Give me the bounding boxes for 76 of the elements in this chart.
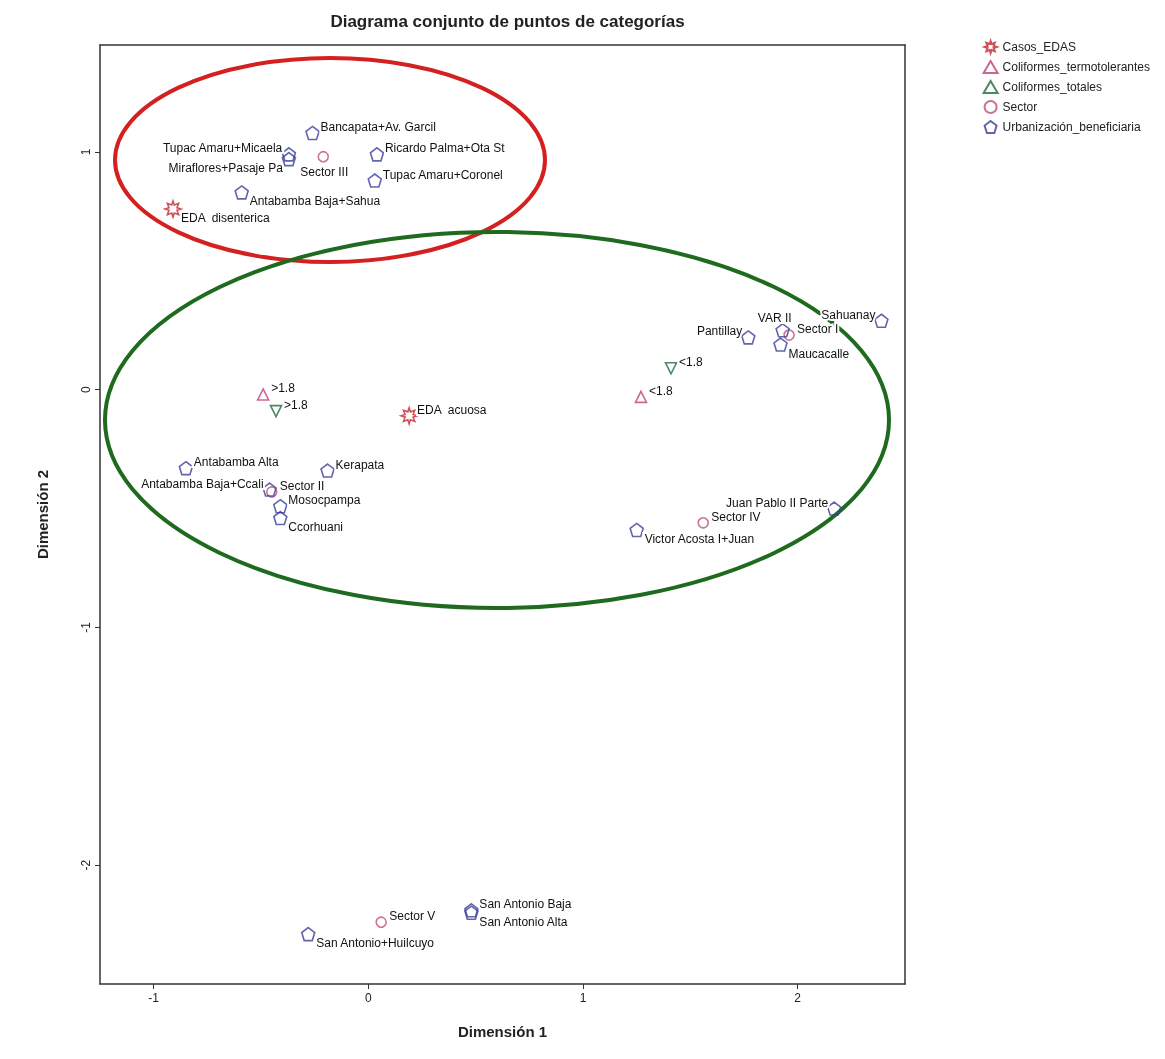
point: [375, 916, 388, 928]
point: [874, 313, 889, 329]
point: [256, 388, 270, 401]
chart-title: Diagrama conjunto de puntos de categorías: [330, 12, 685, 31]
y-tick-label: -1: [79, 621, 93, 633]
y-tick-label: 1: [79, 148, 93, 156]
annotation: Juan Pablo II Parte: [726, 495, 829, 510]
annotation: Sector II: [279, 478, 325, 493]
point: [783, 329, 795, 341]
point: [265, 486, 278, 498]
point: [281, 151, 297, 167]
point: [305, 125, 320, 141]
point: [178, 460, 194, 476]
legend-label: Urbanización_beneficiaria: [1002, 120, 1142, 134]
point: [826, 501, 842, 516]
x-tick-label: 0: [364, 991, 372, 1005]
annotation: Tupac Amaru+Coronel: [382, 167, 503, 182]
legend-label: Coliformes_totales: [1002, 80, 1102, 94]
annotation: Sector IV: [711, 509, 761, 524]
point: [320, 463, 335, 478]
x-tick-label: -1: [148, 991, 160, 1005]
annotation: EDA acuosa: [417, 402, 487, 417]
annotation: <1.8: [648, 383, 673, 398]
annotation: Sector V: [389, 909, 436, 924]
x-axis-title: Dimensión 1: [457, 1023, 548, 1040]
annotation: EDA disenterica: [180, 211, 271, 226]
annotation: San Antonio+Huilcuyo: [316, 936, 435, 951]
annotation: San Antonio Baja: [479, 897, 572, 912]
y-tick-label: -2: [79, 859, 93, 871]
point: [664, 362, 678, 375]
annotation: Victor Acosta I+Juan: [644, 531, 755, 546]
x-tick-label: 2: [794, 991, 802, 1005]
point: [629, 522, 644, 538]
point: [697, 517, 710, 529]
annotation: Antabamba Baja+Sahua: [249, 194, 381, 209]
annotation: Bancapata+Av. Garcil: [320, 119, 436, 134]
annotation: Sector I: [797, 322, 839, 337]
annotation: Kerapata: [335, 457, 385, 472]
legend-label: Coliformes_termotolerantes: [1002, 60, 1151, 74]
point: [400, 407, 418, 425]
annotation: Sector III: [300, 164, 349, 179]
point: [300, 926, 316, 942]
point: [234, 185, 249, 200]
point: [367, 173, 383, 188]
point: [634, 390, 648, 404]
x-tick-label: 1: [579, 991, 587, 1005]
legend-label: Casos_EDAS: [1002, 40, 1076, 54]
point: [273, 510, 288, 526]
annotation: Tupac Amaru+Micaela: [162, 141, 283, 156]
point: [317, 150, 330, 163]
annotation: Sahuanay: [821, 307, 876, 322]
annotation: <1.8: [679, 355, 704, 370]
annotation: Ccorhuani: [288, 520, 344, 535]
annotation: Mosocpampa: [288, 493, 361, 508]
point: [775, 322, 790, 338]
annotation: Miraflores+Pasaje Pa: [168, 161, 284, 176]
annotation: >1.8: [284, 398, 309, 413]
point: [164, 200, 182, 218]
point: [269, 404, 283, 418]
annotation: Antabamba Baja+Ccali: [141, 476, 264, 491]
legend-label: Sector: [1002, 100, 1038, 114]
point: [273, 498, 288, 514]
point: [262, 482, 277, 497]
point: [369, 147, 385, 162]
annotation: Antabamba Alta: [193, 455, 279, 470]
point: [281, 147, 297, 162]
y-axis-title: Dimensión 2: [34, 469, 51, 560]
annotation: San Antonio Alta: [479, 914, 568, 929]
annotation: Ricardo Palma+Ota St: [384, 141, 506, 156]
point: [740, 330, 756, 345]
point: [773, 337, 788, 352]
annotation: VAR II: [757, 311, 792, 326]
annotation: Maucacalle: [788, 346, 850, 361]
annotation: >1.8: [271, 381, 296, 396]
annotation: Pantillay: [696, 324, 743, 339]
y-tick-label: 0: [79, 386, 93, 394]
